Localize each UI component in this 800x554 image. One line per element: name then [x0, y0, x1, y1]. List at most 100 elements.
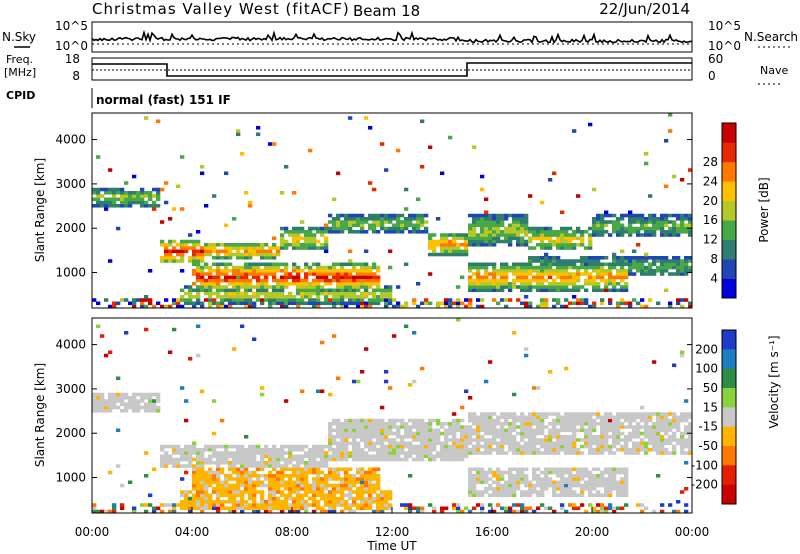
heatmap-cell — [592, 438, 597, 442]
heatmap-cell — [544, 441, 549, 446]
heatmap-cell — [544, 269, 549, 273]
heatmap-cell — [220, 249, 225, 254]
heatmap-cell — [480, 213, 485, 218]
heatmap-cell — [516, 217, 521, 221]
heatmap-cell — [300, 474, 305, 478]
heatmap-cell — [340, 301, 345, 306]
heatmap-cell — [284, 285, 289, 289]
heatmap-cell — [148, 503, 153, 507]
heatmap-cell — [300, 448, 305, 452]
heatmap-cell — [120, 204, 125, 208]
heatmap-cell — [156, 399, 161, 403]
heatmap-cell — [540, 444, 545, 449]
heatmap-cell — [184, 503, 189, 507]
heatmap-cell — [248, 256, 253, 260]
heatmap-cell — [552, 239, 557, 244]
heatmap-cell — [96, 409, 101, 413]
heatmap-cell — [160, 461, 165, 465]
heatmap-cell — [540, 200, 545, 205]
heatmap-cell — [340, 226, 345, 231]
heatmap-cell — [456, 457, 461, 462]
heatmap-cell — [144, 304, 149, 309]
heatmap-cell — [616, 431, 621, 436]
heatmap-cell — [132, 409, 137, 413]
heatmap-cell — [192, 477, 197, 481]
heatmap-cell — [668, 226, 673, 231]
heatmap-cell — [276, 503, 281, 507]
heatmap-cell — [600, 220, 605, 224]
heatmap-cell — [136, 298, 141, 302]
heatmap-cell — [340, 422, 345, 426]
heatmap-cell — [232, 493, 237, 498]
heatmap-cell — [484, 262, 489, 267]
heatmap-cell — [144, 191, 149, 195]
heatmap-cell — [260, 480, 265, 485]
heatmap-cell — [624, 490, 629, 494]
heatmap-cell — [312, 448, 317, 452]
heatmap-cell — [308, 148, 313, 153]
heatmap-cell — [576, 480, 581, 485]
heatmap-cell — [92, 399, 97, 403]
heatmap-cell — [292, 470, 297, 475]
heatmap-cell — [276, 480, 281, 485]
heatmap-cell — [196, 285, 201, 289]
heatmap-cell — [312, 246, 317, 250]
heatmap-cell — [496, 272, 501, 276]
heatmap-cell — [376, 477, 381, 481]
heatmap-cell — [432, 448, 437, 452]
heatmap-cell — [428, 252, 433, 257]
heatmap-cell — [500, 493, 505, 498]
heatmap-cell — [352, 262, 357, 267]
heatmap-cell — [264, 243, 269, 247]
heatmap-cell — [372, 288, 377, 293]
heatmap-cell — [676, 438, 681, 442]
heatmap-cell — [224, 490, 229, 494]
heatmap-cell — [200, 467, 205, 472]
heatmap-cell — [256, 474, 261, 478]
heatmap-cell — [492, 474, 497, 478]
heatmap-cell — [680, 418, 685, 423]
heatmap-cell — [464, 441, 469, 446]
heatmap-cell — [248, 204, 253, 208]
heatmap-cell — [572, 474, 577, 478]
heatmap-cell — [664, 233, 669, 237]
heatmap-cell — [336, 295, 341, 299]
heatmap-cell — [448, 252, 453, 257]
heatmap-cell — [496, 490, 501, 494]
heatmap-cell — [228, 444, 233, 449]
heatmap-cell — [596, 233, 601, 237]
heatmap-cell — [200, 461, 205, 465]
heatmap-cell — [520, 278, 525, 283]
heatmap-cell — [288, 496, 293, 501]
heatmap-cell — [520, 435, 525, 439]
heatmap-cell — [684, 298, 689, 302]
heatmap-cell — [348, 467, 353, 472]
heatmap-cell — [164, 259, 169, 263]
heatmap-cell — [496, 223, 501, 228]
heatmap-cell — [364, 496, 369, 501]
heatmap-cell — [248, 285, 253, 289]
heatmap-cell — [328, 291, 333, 296]
heatmap-cell — [244, 457, 249, 462]
heatmap-cell — [604, 272, 609, 276]
heatmap-cell — [148, 194, 153, 198]
heatmap-cell — [468, 265, 473, 270]
heatmap-cell — [264, 461, 269, 465]
heatmap-cell — [432, 438, 437, 442]
heatmap-cell — [288, 233, 293, 237]
heatmap-cell — [668, 129, 673, 133]
heatmap-cell — [640, 220, 645, 224]
heatmap-cell — [612, 262, 617, 267]
heatmap-cell — [516, 467, 521, 472]
heatmap-cell — [384, 226, 389, 231]
heatmap-cell — [584, 435, 589, 439]
heatmap-cell — [236, 493, 241, 498]
heatmap-cell — [280, 233, 285, 237]
heatmap-cell — [512, 467, 517, 472]
heatmap-cell — [252, 295, 257, 299]
heatmap-cell — [624, 412, 629, 416]
heatmap-cell — [612, 483, 617, 488]
heatmap-cell — [584, 509, 589, 514]
heatmap-cell — [612, 415, 617, 420]
heatmap-cell — [316, 487, 321, 491]
